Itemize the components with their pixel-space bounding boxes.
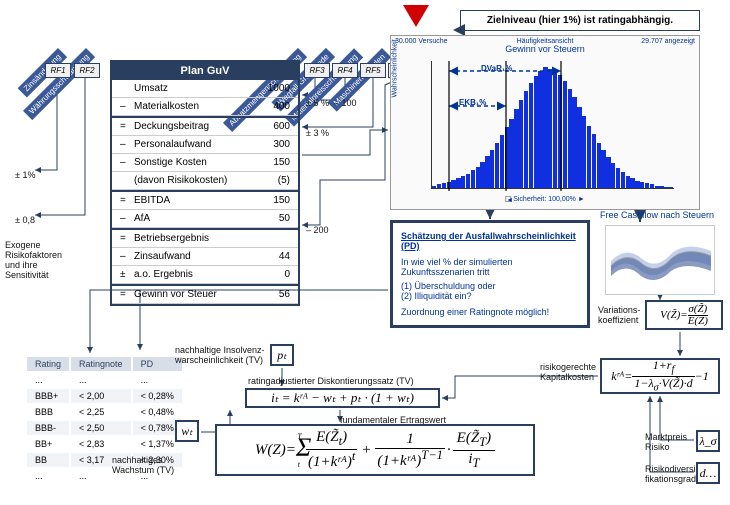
guv-title: Plan GuV [112, 62, 298, 80]
hist-ylabel-left: Wahrscheinlichkeit [392, 39, 399, 97]
plan-guv-table: Plan GuV Umsatz1000–Materialkosten400=De… [110, 60, 300, 306]
guv-row: –Zinsaufwand44 [112, 248, 298, 266]
guv-row: –Materialkosten400 [112, 98, 298, 116]
guv-row: =Betriebsergebnis [112, 228, 298, 248]
rating-row: BB+< 2,83< 1,37% [27, 437, 182, 451]
annotation-pm3: ± 3 % [306, 128, 329, 138]
diskont-label: ratingadjustierter Diskontierungssatz (T… [248, 376, 414, 386]
rating-col: Rating [27, 357, 69, 371]
kapitalkosten-label: risikogerechte Kapitalkosten [540, 362, 596, 382]
guv-row: –Sonstige Kosten150 [112, 154, 298, 172]
rf-box: RF1 [45, 63, 71, 78]
pt-formula: pₜ [270, 344, 294, 366]
pd-note: Zuordnung einer Ratingnote möglich! [401, 307, 579, 317]
guv-row: –Personalaufwand300 [112, 136, 298, 154]
rf-box: RF2 [74, 63, 100, 78]
target-level-callout: Zielniveau (hier 1%) ist ratingabhängig. [460, 10, 700, 31]
annotation-m100: – 100 [334, 98, 357, 108]
it-formula: iₜ = kʳᴬ − wₜ + pₜ · (1 + wₜ) [245, 388, 440, 408]
d-formula: d… [696, 462, 720, 484]
variation-coef-label: Variations- koeffizient [598, 305, 640, 325]
hist-shown: 29.707 angezeigt [641, 38, 695, 45]
diversif-label: Risikodiversi- fikationsgrad [645, 464, 699, 484]
wt-formula: wₜ [175, 420, 199, 442]
variation-coef-formula: V(Z̃)=σ(Z̃)E(Z̃) [645, 300, 723, 330]
hist-title: Gewinn vor Steuern [505, 44, 585, 54]
guv-row: =Gewinn vor Steuer56 [112, 284, 298, 304]
ertragswert-formula: W(Z)= Σ T t E(Z̃t)(1+kʳᴬ)t + 1(1+kʳᴬ)T−1… [215, 424, 535, 476]
marktpreis-label: Marktpreis Risiko [645, 432, 687, 452]
rf-box: RF3 [304, 63, 330, 78]
wachstum-label: nachhaltiges Wachstum (TV) [112, 455, 174, 475]
guv-row: (davon Risikokosten)(5) [112, 172, 298, 190]
pd-option1: (1) Überschuldung oder [401, 281, 579, 291]
pd-question: In wie viel % der simulierten Zukunftssz… [401, 257, 579, 277]
rf-box: RF4 [332, 63, 358, 78]
annotation-pm1: ± 1% [15, 170, 35, 180]
histogram-chart: 30.000 Versuche Häufigkeitsansicht 29.70… [390, 35, 700, 210]
rf-box: RF5 [360, 63, 386, 78]
hist-runs: 30.000 Versuche [395, 38, 448, 45]
annotation-pm08: ± 0,8 [15, 215, 35, 225]
guv-row: ±a.o. Ergebnis0 [112, 266, 298, 284]
rating-row: BBB< 2,25< 0,48% [27, 405, 182, 419]
guv-row: –AfA50 [112, 210, 298, 228]
pd-option2: (2) Illiquidität ein? [401, 291, 579, 301]
annotation-pm5: ± 5 % [306, 98, 329, 108]
guv-row: Umsatz1000 [112, 80, 298, 98]
lambda-formula: λ_σ [696, 430, 720, 452]
cashflow-chart [605, 225, 715, 295]
guv-row: =EBITDA150 [112, 190, 298, 210]
rating-col: Ratingnote [71, 357, 131, 371]
rating-row: BBB-< 2,50< 0,78% [27, 421, 182, 435]
guv-row: =Deckungsbeitrag600 [112, 116, 298, 136]
hist-sicherheit: ◄Sicherheit: 100,00%► [505, 196, 585, 203]
freecashflow-label: Free Cashflow nach Steuern [600, 210, 714, 220]
hist-dvar-label: DVaR₁% [481, 64, 512, 73]
insolvenz-label: nachhaltige Insolvenz- warscheinlichkeit… [175, 345, 265, 365]
hist-ekb-label: EKB₁% [459, 98, 486, 107]
annotation-m200: – 200 [306, 225, 329, 235]
target-marker-icon [403, 5, 429, 31]
rating-row: ......... [27, 373, 182, 387]
annotation-exogen: Exogene Risikofaktoren und ihre Sensitiv… [5, 240, 60, 280]
pd-title: Schätzung der Ausfallwahrscheinlichkeit … [401, 231, 579, 251]
kra-formula: kʳᴬ=1+rf1−λσ·V(Z̃)·d−1 [600, 358, 720, 394]
rating-row: BBB+< 2,00< 0,28% [27, 389, 182, 403]
pd-estimation-box: Schätzung der Ausfallwahrscheinlichkeit … [390, 220, 590, 328]
